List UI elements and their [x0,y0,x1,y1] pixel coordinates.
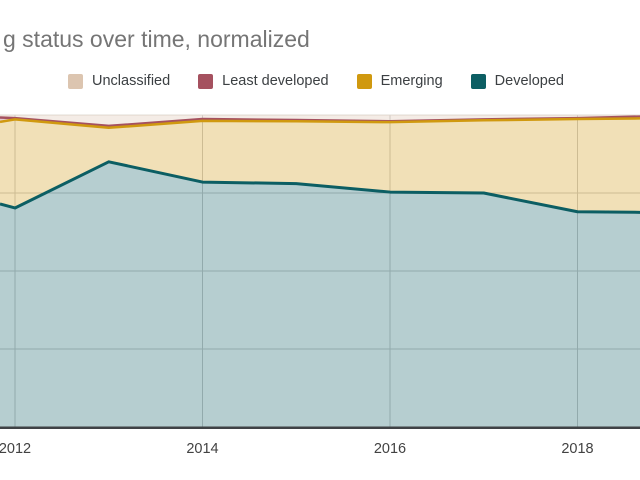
x-axis-tick-label: 2018 [561,441,594,457]
legend-item-unclassified: Unclassified [68,73,170,89]
x-axis-tick-label: 2012 [0,441,32,457]
series-line-emerging [0,117,640,130]
legend-swatch-icon [198,73,214,89]
legend-label: Developed [494,73,564,89]
area-band-unclassified [0,115,640,126]
area-band-developed [0,161,640,427]
legend-swatch-icon [68,73,83,89]
legend-label: Emerging [380,73,443,89]
legend-item-emerging: Emerging [356,73,443,89]
x-axis-tick-label: 2014 [186,441,219,457]
x-axis-line [0,426,640,429]
legend-label: Least developed [222,73,329,89]
legend-label: Unclassified [92,73,171,89]
legend-item-developed: Developed [470,73,564,89]
series-line-developed [0,160,640,214]
legend-item-least-developed: Least developed [198,73,329,89]
x-axis-tick-label: 2016 [373,441,407,457]
area-band-emerging [0,118,640,213]
legend: Unclassified Least developed Emerging Devel… [68,73,564,89]
chart-title: g status over time, normalized [3,26,310,52]
legend-swatch-icon [470,73,486,89]
legend-swatch-icon [356,73,372,89]
